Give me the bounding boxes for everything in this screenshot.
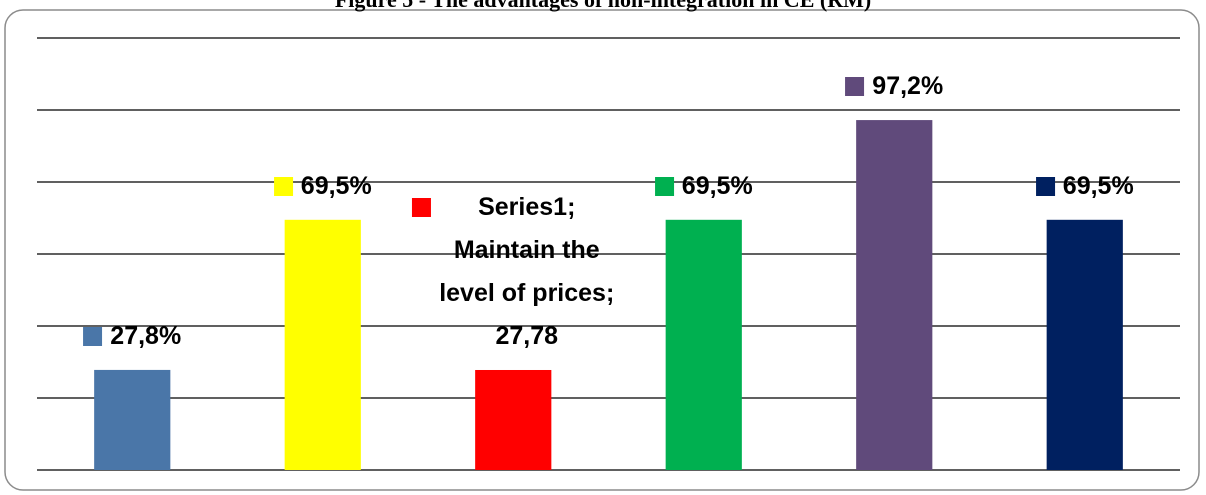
data-label: 97,2% xyxy=(845,65,943,108)
data-label: 27,8% xyxy=(83,315,181,358)
data-label: Series1; Maintain the level of prices; 2… xyxy=(412,186,614,358)
data-label-text: 69,5% xyxy=(681,171,753,200)
data-label-text: 69,5% xyxy=(1062,171,1134,200)
data-label-text: 69,5% xyxy=(300,171,372,200)
data-label: 69,5% xyxy=(1035,165,1134,208)
data-label: 69,5% xyxy=(273,165,372,208)
data-label-text: 27,8% xyxy=(110,321,182,350)
chart-frame xyxy=(4,9,1200,491)
legend-key xyxy=(654,176,674,196)
legend-key xyxy=(845,77,865,97)
legend-key xyxy=(412,198,432,217)
bar xyxy=(856,120,933,470)
bar xyxy=(1046,219,1123,470)
data-label-text: Series1; Maintain the level of prices; 2… xyxy=(439,193,615,350)
bar xyxy=(475,369,552,470)
legend-key xyxy=(83,326,103,346)
bar xyxy=(665,219,742,470)
legend-key xyxy=(273,176,293,196)
data-label-text: 97,2% xyxy=(872,72,944,101)
bar xyxy=(94,369,171,470)
data-label: 69,5% xyxy=(654,165,753,208)
chart-title: Figure 5 - The advantages of non-integra… xyxy=(0,0,1206,13)
bar xyxy=(284,219,361,470)
legend-key xyxy=(1035,176,1055,196)
